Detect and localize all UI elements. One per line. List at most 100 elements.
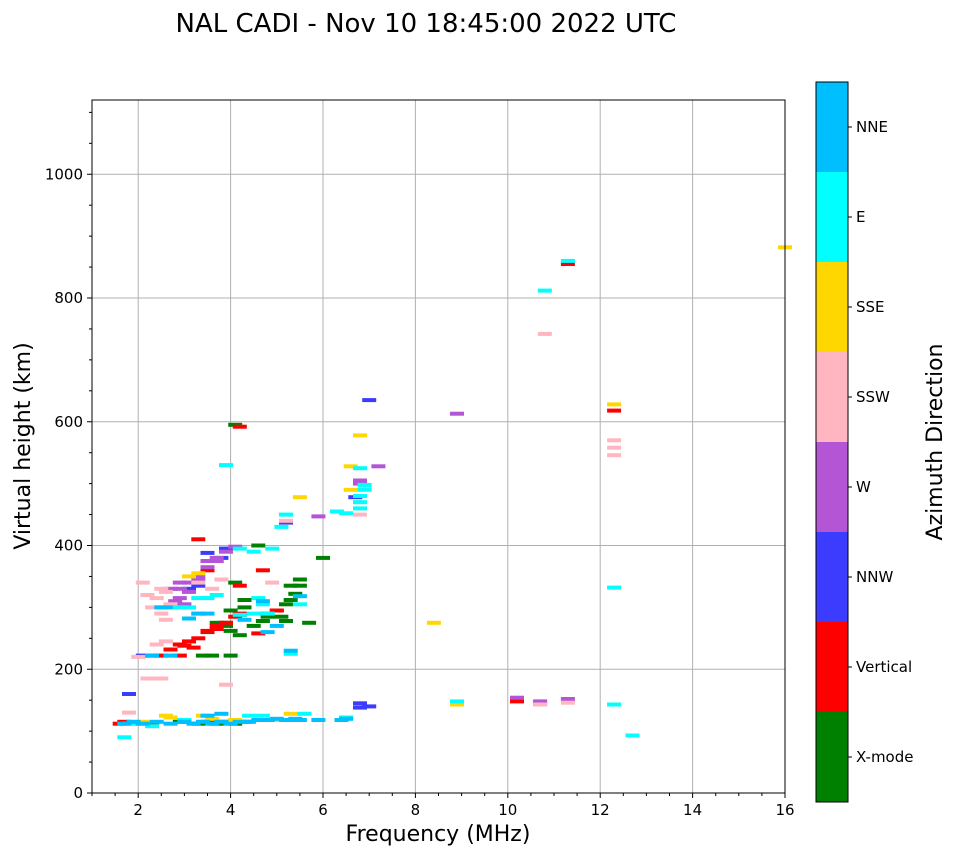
data-point-e bbox=[625, 733, 640, 738]
data-point-x-mode bbox=[228, 580, 243, 585]
data-point-e bbox=[251, 596, 266, 601]
data-point-ssw bbox=[140, 676, 155, 681]
data-point-nne bbox=[292, 594, 307, 599]
data-point-nne bbox=[163, 721, 178, 726]
data-point-x-mode bbox=[251, 543, 266, 548]
colorbar-label: E bbox=[856, 208, 865, 226]
data-point-e bbox=[292, 602, 307, 607]
data-point-ssw bbox=[122, 710, 136, 715]
data-point-sse bbox=[607, 402, 622, 407]
data-point-w bbox=[163, 586, 178, 591]
colorbar: X-mode Vertical NNW W SSW SSE E NNE bbox=[815, 81, 913, 803]
data-point-sse bbox=[292, 495, 307, 500]
plot-background bbox=[92, 100, 785, 793]
data-point-x-mode bbox=[246, 623, 261, 628]
data-point-nne bbox=[126, 719, 141, 724]
data-point-ssw bbox=[191, 580, 206, 585]
data-point-x-mode bbox=[223, 653, 238, 658]
data-point-nne bbox=[242, 719, 257, 724]
data-point-nne bbox=[195, 719, 210, 724]
data-point-nne bbox=[292, 718, 307, 722]
data-points bbox=[112, 245, 792, 740]
data-point-nne bbox=[154, 605, 169, 610]
colorbar-segment-x-mode bbox=[816, 712, 848, 802]
data-point-w bbox=[371, 464, 386, 469]
data-point-nnw bbox=[122, 692, 136, 696]
data-point-x-mode bbox=[283, 583, 298, 588]
data-point-nne bbox=[182, 616, 196, 621]
data-point-w bbox=[200, 565, 215, 570]
data-point-ssw bbox=[145, 605, 160, 610]
data-point-ssw bbox=[537, 331, 552, 336]
colorbar-segment-vertical bbox=[816, 622, 848, 712]
colorbar-segment-sse bbox=[816, 262, 848, 352]
data-point-e bbox=[357, 482, 372, 487]
data-point-nne bbox=[251, 718, 266, 722]
data-point-ssw bbox=[205, 586, 220, 591]
data-point-nne bbox=[269, 623, 284, 628]
data-point-nne bbox=[283, 648, 298, 653]
data-point-vertical bbox=[510, 699, 524, 704]
data-point-nne bbox=[163, 653, 178, 658]
data-point-e bbox=[297, 711, 312, 716]
data-point-x-mode bbox=[205, 653, 220, 658]
data-point-x-mode bbox=[316, 555, 330, 560]
data-point-vertical bbox=[269, 608, 284, 613]
data-point-x-mode bbox=[223, 628, 238, 633]
data-point-sse bbox=[283, 711, 298, 716]
x-axis-label: Frequency (MHz) bbox=[346, 822, 531, 847]
data-point-e bbox=[607, 585, 622, 590]
data-point-vertical bbox=[182, 639, 196, 644]
data-point-e bbox=[353, 494, 367, 498]
data-point-vertical bbox=[177, 643, 192, 648]
data-point-e bbox=[353, 500, 367, 505]
data-point-x-mode bbox=[195, 653, 210, 658]
data-point-vertical bbox=[172, 653, 187, 658]
data-point-vertical bbox=[186, 645, 201, 650]
colorbar-label: NNW bbox=[856, 568, 893, 586]
data-point-ssw bbox=[265, 580, 280, 585]
data-point-ssw bbox=[353, 512, 367, 517]
y-tick-label: 800 bbox=[54, 289, 83, 307]
data-point-ssw bbox=[607, 453, 622, 458]
data-point-w bbox=[209, 555, 224, 560]
data-point-x-mode bbox=[283, 598, 298, 602]
data-point-nne bbox=[269, 716, 284, 721]
data-point-nnw bbox=[219, 546, 233, 551]
data-point-nne bbox=[255, 599, 270, 604]
data-point-w bbox=[191, 574, 206, 579]
data-point-e bbox=[607, 702, 622, 707]
y-tick-label: 0 bbox=[73, 784, 83, 802]
data-point-nne bbox=[311, 718, 326, 722]
colorbar-label: SSE bbox=[856, 298, 885, 316]
data-point-e bbox=[279, 512, 293, 517]
y-tick-label: 400 bbox=[54, 537, 83, 555]
data-point-ssw bbox=[533, 702, 548, 707]
data-point-sse bbox=[353, 433, 367, 438]
data-point-ssw bbox=[219, 682, 233, 687]
data-point-x-mode bbox=[274, 614, 289, 619]
x-tick-label: 8 bbox=[411, 801, 421, 819]
colorbar-segment-nnw bbox=[816, 532, 848, 622]
data-point-nne bbox=[279, 718, 293, 722]
data-point-w bbox=[191, 577, 206, 582]
y-tick-label: 200 bbox=[54, 660, 83, 678]
data-point-x-mode bbox=[237, 598, 252, 602]
chart-title: NAL CADI - Nov 10 18:45:00 2022 UTC bbox=[176, 9, 677, 39]
x-tick-label: 6 bbox=[318, 801, 328, 819]
colorbar-frame bbox=[815, 81, 849, 803]
y-tick-label: 600 bbox=[54, 413, 83, 431]
data-point-x-mode bbox=[292, 583, 307, 588]
data-point-e bbox=[260, 611, 275, 616]
data-point-e bbox=[182, 605, 196, 610]
data-point-e bbox=[357, 487, 372, 492]
data-point-nne bbox=[339, 716, 354, 721]
data-point-nne bbox=[135, 721, 150, 726]
data-point-vertical bbox=[191, 636, 206, 641]
data-point-nne bbox=[200, 713, 215, 718]
data-point-nne bbox=[232, 719, 247, 724]
data-point-vertical bbox=[200, 628, 215, 633]
colorbar-label: NNE bbox=[856, 118, 888, 136]
colorbar-segment-e bbox=[816, 172, 848, 262]
